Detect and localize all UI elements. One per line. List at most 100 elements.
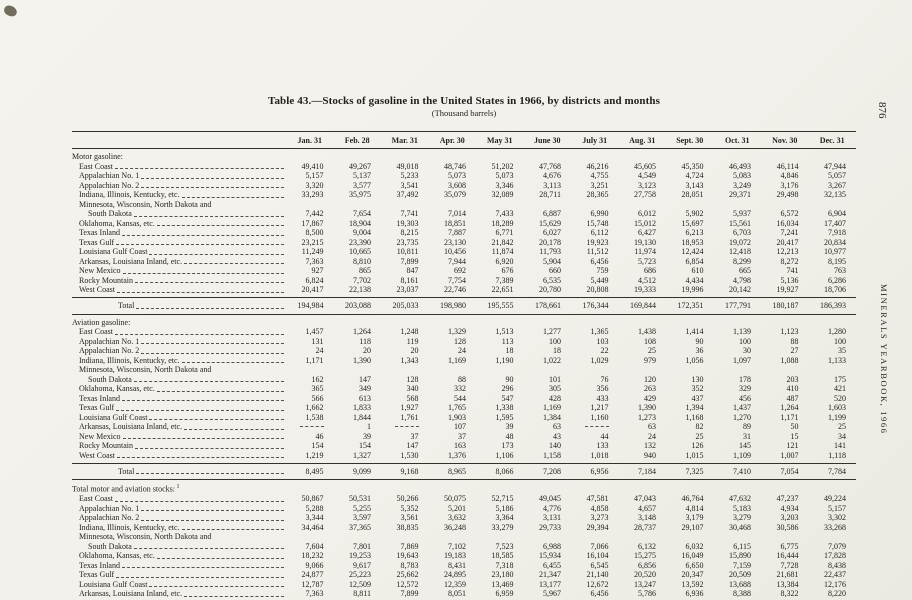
- cell-value: 6,286: [828, 275, 846, 285]
- cell-value: 6,535: [543, 275, 561, 285]
- cell-value: 12,418: [729, 247, 751, 256]
- table-row: Texas Gulf 24,877 25,223 25,662 24,895 23,180…: [72, 570, 856, 580]
- dot-leader: [136, 473, 284, 474]
- cell-value: 120: [644, 374, 656, 384]
- dot-leader: [141, 352, 284, 354]
- cell-value: 48: [505, 431, 514, 441]
- cell-value: 15: [790, 431, 799, 441]
- cell-value: 5,073: [448, 171, 466, 180]
- cell-value: 20,417: [301, 285, 324, 294]
- cell-value: 162: [311, 374, 324, 384]
- row-label: Texas Inland: [79, 393, 120, 403]
- cell-value: 28,365: [586, 190, 609, 199]
- cell-value: 3,203: [780, 513, 799, 523]
- cell-value: 7,410: [713, 462, 761, 480]
- cell-value: 5,288: [305, 503, 324, 513]
- cell-value: 6,771: [495, 228, 514, 237]
- cell-value: 15,629: [539, 218, 561, 228]
- row-label: New Mexico: [79, 266, 121, 275]
- cell-value: 13,384: [776, 579, 799, 589]
- cell-value: 140: [549, 441, 561, 450]
- cell-value: 263: [644, 384, 656, 393]
- cell-value: 128: [406, 374, 419, 384]
- table-row: Appalachian No. 2 24 20 20 24 18 18 22 25 36 30 27 3…: [72, 346, 856, 356]
- row-label: Appalachian No. 1: [79, 503, 140, 513]
- row-label: Arkansas, Louisiana Inland, etc.: [79, 422, 183, 431]
- row-label: Appalachian No. 2: [79, 346, 140, 355]
- cell-value: 1: [367, 422, 371, 431]
- cell-value: 178,661: [523, 297, 571, 315]
- cell-value: 24,877: [301, 570, 324, 580]
- cell-value: 5,937: [733, 209, 751, 218]
- dot-leader: [117, 291, 284, 293]
- cell-value: 13,177: [539, 579, 561, 589]
- table-row: Arkansas, Louisiana Inland, etc. 1 107 39 63…: [72, 422, 856, 432]
- cell-value: 6,213: [685, 228, 704, 237]
- row-label: Arkansas, Louisiana Inland, etc.: [79, 256, 183, 266]
- cell-value: 18,904: [349, 218, 371, 228]
- cell-value: 1,160: [590, 412, 609, 422]
- cell-value: 154: [311, 441, 324, 450]
- cell-value: 47,632: [729, 494, 751, 504]
- cell-value: 3,273: [590, 513, 609, 523]
- table-row: Appalachian No. 2 3,320 3,577 3,541 3,608 3,3…: [72, 181, 856, 191]
- cell-value: 7,869: [400, 541, 419, 551]
- row-label: Total: [118, 466, 135, 476]
- cell-value: 18,851: [444, 218, 466, 228]
- cell-value: 568: [406, 393, 419, 403]
- cell-value: 177,791: [713, 297, 761, 315]
- cell-value: 1,530: [400, 450, 419, 460]
- row-label: Oklahoma, Kansas, etc.: [79, 384, 155, 393]
- cell-value: 100: [834, 336, 846, 346]
- cell-value: 3,541: [400, 180, 419, 190]
- cell-value: 15,890: [729, 551, 751, 561]
- month-header-row: Jan. 31 Feb. 28 Mar. 31 Apr. 30 May 31 June 3…: [72, 131, 856, 149]
- cell-value: 1,088: [780, 355, 799, 365]
- table-row: Texas Gulf 23,215 23,390 23,735 23,130 21,842…: [72, 238, 856, 248]
- cell-value: 23,037: [396, 285, 419, 294]
- cell-value: 20: [363, 346, 371, 355]
- dot-leader: [121, 400, 284, 401]
- cell-value: 34,464: [301, 522, 324, 532]
- row-label: Texas Gulf: [79, 403, 115, 412]
- row-label: Indiana, Illinois, Kentucky, etc.: [79, 190, 180, 199]
- cell-value: 5,902: [685, 209, 704, 218]
- cell-value: 7,899: [400, 256, 419, 266]
- cell-value: 18,232: [301, 551, 324, 561]
- dot-leader: [135, 447, 284, 449]
- cell-value: 7,887: [448, 228, 466, 237]
- cell-value: 20,178: [539, 237, 561, 247]
- cell-value: 7,741: [400, 209, 419, 218]
- cell-value: 12,787: [301, 579, 324, 589]
- cell-value: 1,248: [400, 327, 419, 336]
- cell-value: 410: [786, 384, 799, 393]
- cell-value: 7,604: [305, 541, 324, 551]
- cell-value: 5,352: [400, 503, 419, 513]
- cell-value: 6,027: [543, 228, 561, 237]
- cell-value: 46,493: [729, 161, 751, 171]
- footnote-marker: 1: [174, 484, 180, 490]
- row-label: Rocky Mountain: [79, 441, 133, 450]
- cell-value: 7,014: [448, 209, 466, 218]
- cell-value: 24: [458, 346, 466, 355]
- cell-value: 22,746: [444, 285, 466, 294]
- table-row: Rocky Mountain 154 154 147 163 173 140 133 132 12…: [72, 441, 856, 451]
- cell-value: 23,390: [349, 237, 371, 247]
- cell-value: 3,597: [353, 513, 371, 523]
- table-header: Jan. 31 Feb. 28 Mar. 31 Apr. 30 May 31 June 3…: [72, 131, 856, 149]
- column-header: Aug. 31: [618, 131, 666, 149]
- dot-leader: [149, 419, 284, 420]
- cell-value: 37: [410, 431, 419, 441]
- table-row: Arkansas, Louisiana Inland, etc. 7,363 8,8…: [72, 257, 856, 267]
- row-label: West Coast: [79, 285, 116, 294]
- row-label: South Dakota: [88, 209, 132, 218]
- cell-value: 7,102: [448, 541, 466, 551]
- cell-value: 30: [743, 346, 751, 355]
- cell-value: 660: [549, 266, 561, 275]
- cell-value: 7,918: [828, 228, 846, 237]
- cell-value: 13,688: [729, 579, 751, 589]
- column-header: June 30: [523, 131, 571, 149]
- cell-value: 6,115: [733, 541, 751, 551]
- cell-value: 18,585: [491, 551, 514, 561]
- cell-value: 4,934: [780, 503, 799, 513]
